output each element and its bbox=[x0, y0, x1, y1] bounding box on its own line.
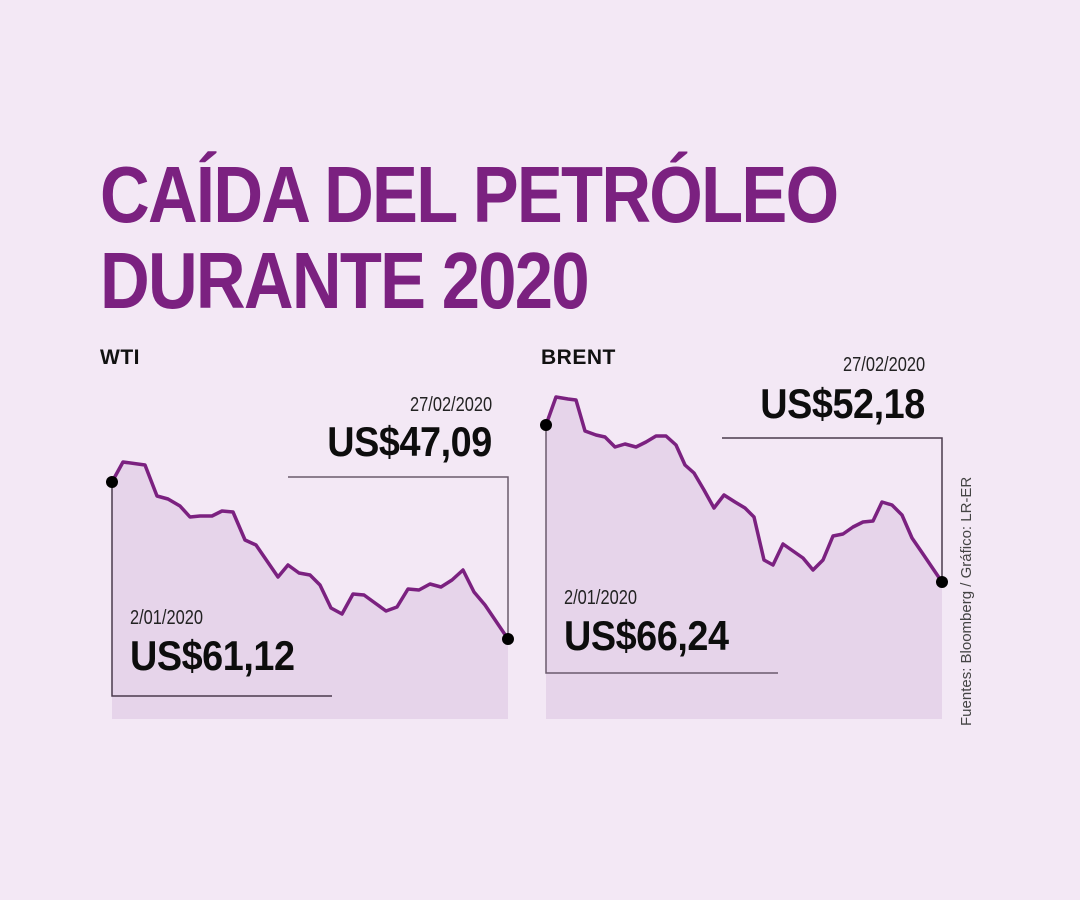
page-title: CAÍDA DEL PETRÓLEO DURANTE 2020 bbox=[100, 150, 839, 325]
wti-end-marker bbox=[502, 633, 514, 645]
wti-start-date: 2/01/2020 bbox=[130, 607, 203, 629]
wti-area bbox=[112, 462, 508, 719]
wti-end-price: US$47,09 bbox=[327, 418, 492, 465]
brent-chart bbox=[540, 395, 948, 719]
wti-end-annotation-line bbox=[288, 476, 509, 639]
wti-start-annotation-line bbox=[111, 482, 332, 697]
source-credit: Fuentes: Bloomberg / Gráfico: LR-ER bbox=[958, 476, 975, 726]
wti-start-marker bbox=[106, 476, 118, 488]
title-line-2: DURANTE 2020 bbox=[100, 236, 590, 325]
brent-line bbox=[544, 395, 944, 583]
brent-start-price: US$66,24 bbox=[564, 612, 729, 659]
brent-area bbox=[546, 397, 942, 719]
brent-start-annotation-line bbox=[545, 425, 778, 674]
brent-end-annotation-line bbox=[722, 437, 943, 582]
brent-end-price: US$52,18 bbox=[760, 380, 925, 427]
wti-chart bbox=[106, 460, 514, 719]
brent-label: BRENT bbox=[541, 346, 616, 369]
brent-end-marker bbox=[936, 576, 948, 588]
wti-start-price: US$61,12 bbox=[130, 632, 295, 679]
wti-label: WTI bbox=[100, 346, 140, 369]
brent-start-date: 2/01/2020 bbox=[564, 587, 637, 609]
brent-start-marker bbox=[540, 419, 552, 431]
wti-line bbox=[110, 460, 510, 640]
wti-end-date: 27/02/2020 bbox=[409, 394, 492, 416]
brent-end-date: 27/02/2020 bbox=[842, 354, 925, 376]
title-line-1: CAÍDA DEL PETRÓLEO bbox=[100, 150, 839, 239]
